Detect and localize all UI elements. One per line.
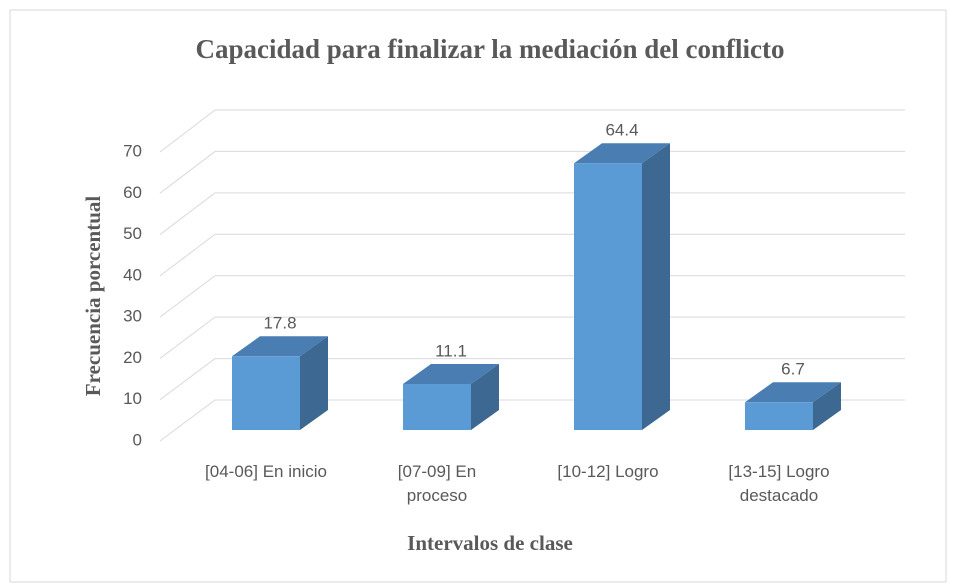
x-axis-title: Intervalos de clase — [407, 531, 573, 555]
grid-line — [159, 399, 905, 442]
bar-side — [813, 382, 841, 430]
bar-side — [642, 143, 670, 430]
grid-line — [159, 275, 905, 318]
grid-line — [159, 233, 905, 277]
bar-side — [471, 364, 499, 430]
bar — [232, 356, 300, 430]
y-tick-label: 10 — [123, 389, 142, 408]
grid-line — [159, 150, 905, 194]
y-tick-label: 70 — [123, 141, 142, 160]
y-axis-title: Frecuencia porcentual — [81, 196, 105, 397]
y-tick-label: 0 — [133, 430, 142, 449]
data-label: 6.7 — [781, 360, 805, 379]
bar — [403, 384, 471, 430]
grid-line — [159, 316, 905, 359]
bar — [574, 163, 642, 430]
x-tick-label: [07-09] En proceso — [397, 462, 477, 505]
bar-top — [403, 364, 499, 385]
grid-line — [159, 109, 905, 153]
grid-line — [159, 192, 905, 235]
data-label: 17.8 — [263, 314, 296, 333]
y-tick-label: 20 — [123, 348, 142, 367]
bar — [745, 402, 813, 430]
bar-top — [745, 382, 841, 403]
chart-border — [9, 9, 947, 583]
x-tick-label: [04-06] En inicio — [205, 462, 327, 481]
y-tick-label: 60 — [123, 183, 142, 202]
data-label: 64.4 — [605, 121, 638, 140]
chart-title: Capacidad para finalizar la mediación de… — [196, 34, 785, 64]
y-tick-label: 30 — [123, 307, 142, 326]
grid-line — [159, 358, 905, 401]
data-label: 11.1 — [435, 341, 467, 360]
x-tick-label: [13-15] Logro destacado — [728, 462, 830, 505]
bar-top — [574, 143, 670, 164]
y-tick-label: 50 — [123, 224, 142, 243]
y-tick-label: 40 — [123, 265, 142, 284]
x-tick-label: [10-12] Logro — [557, 462, 659, 481]
bar-top — [232, 336, 328, 357]
bar-side — [300, 336, 328, 430]
